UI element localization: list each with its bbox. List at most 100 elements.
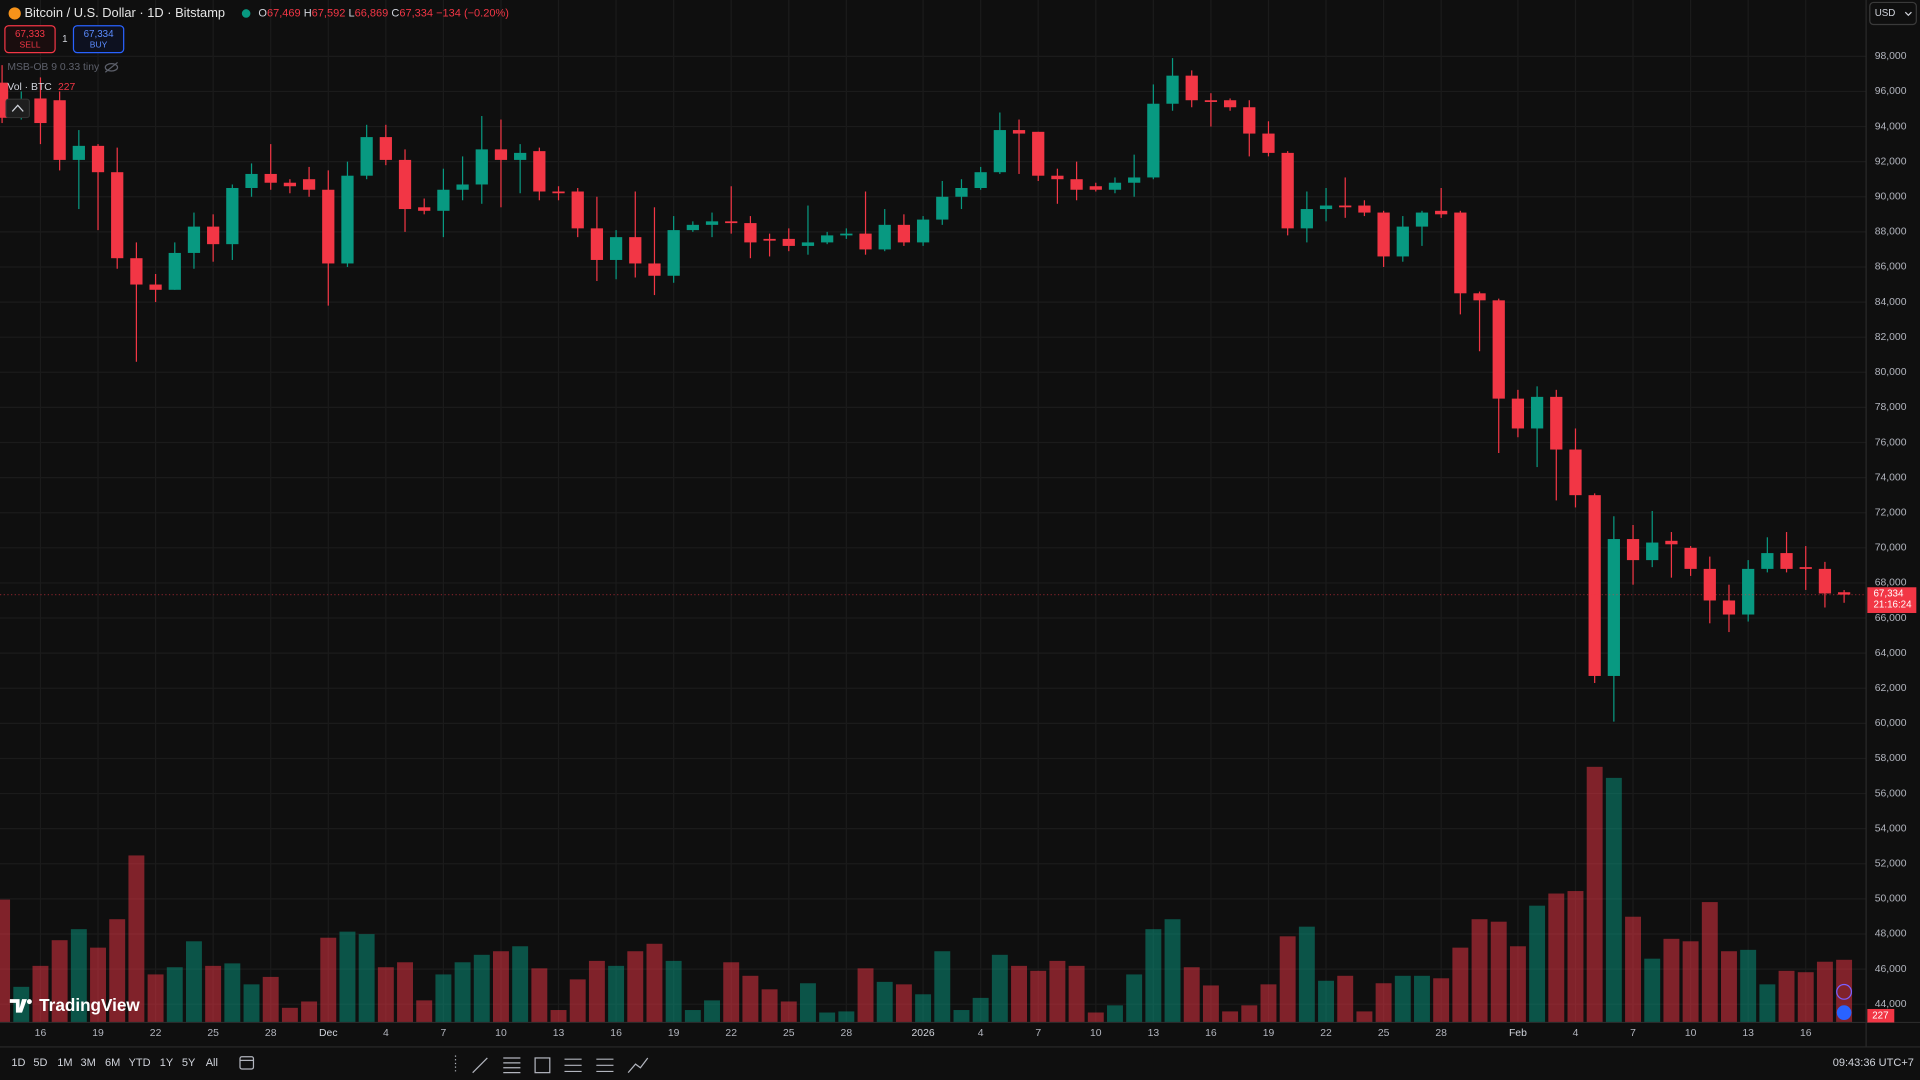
volume-bar <box>186 941 202 1023</box>
candle-body <box>1281 152 1294 229</box>
range-button[interactable]: 3M <box>81 1057 96 1069</box>
tool-fib[interactable] <box>503 1057 521 1074</box>
candle-body <box>187 226 201 253</box>
range-button[interactable]: 1D <box>11 1057 25 1069</box>
tool-brush[interactable] <box>627 1057 649 1074</box>
x-tick-label: 25 <box>207 1028 219 1039</box>
y-tick-label: 72,000 <box>1875 507 1907 518</box>
candle-body <box>1588 495 1601 676</box>
candle-body <box>1300 209 1313 229</box>
candle-body <box>1492 300 1505 399</box>
candle-body <box>1108 182 1122 190</box>
candle-body <box>840 233 853 236</box>
volume-bar <box>953 1010 970 1023</box>
candle-body <box>1377 212 1390 257</box>
candle-body <box>897 224 911 243</box>
x-tick-label: 19 <box>668 1028 680 1039</box>
y-tick-label: 64,000 <box>1875 648 1907 659</box>
volume-bar <box>243 984 260 1023</box>
volume-bar <box>819 1012 836 1023</box>
ohlc-value: 67,592 <box>312 7 346 19</box>
candle-body <box>168 252 181 290</box>
tool-lines[interactable] <box>596 1058 614 1073</box>
currency-caret <box>1904 11 1912 17</box>
y-tick-label: 88,000 <box>1875 227 1907 238</box>
volume-bar <box>1087 1012 1104 1023</box>
candle-body <box>437 189 450 211</box>
volume-badge-box <box>1867 1008 1895 1023</box>
candle-body <box>801 242 815 246</box>
volume-bar <box>1107 1005 1123 1023</box>
y-tick-label: 68,000 <box>1875 578 1907 589</box>
y-tick-label: 70,000 <box>1875 543 1907 554</box>
collapse-button[interactable] <box>5 98 30 119</box>
volume-bar <box>1183 967 1200 1023</box>
market-status[interactable] <box>241 9 251 18</box>
currency-button[interactable] <box>1869 1 1917 26</box>
side-icons[interactable] <box>1836 983 1853 1020</box>
x-tick-label: 13 <box>1742 1028 1754 1039</box>
tool-trendline[interactable] <box>472 1057 488 1074</box>
x-tick-label: 4 <box>978 1028 984 1039</box>
range-button[interactable]: 1M <box>57 1057 72 1069</box>
volume-bar <box>454 962 471 1023</box>
candle-body <box>398 159 412 210</box>
ohlc-value: 67,334 <box>399 7 433 19</box>
x-tick-label: 16 <box>35 1028 47 1039</box>
volume-bar <box>1030 970 1047 1023</box>
y-tick-label: 50,000 <box>1875 894 1907 905</box>
range-button[interactable]: 1Y <box>160 1057 174 1069</box>
candle-body <box>1761 553 1774 569</box>
candle-body <box>1051 175 1064 180</box>
volume-bar <box>1260 984 1277 1023</box>
candle-body <box>590 228 604 260</box>
x-tick-label: 10 <box>495 1028 507 1039</box>
date-range-icon[interactable] <box>239 1056 255 1070</box>
volume-bar <box>1548 893 1565 1023</box>
candle-body <box>1626 539 1640 561</box>
volume-bar <box>684 1010 701 1023</box>
candle-body <box>974 172 987 188</box>
candle-body <box>1511 398 1525 429</box>
range-button[interactable]: All <box>206 1057 218 1069</box>
sell-button[interactable] <box>4 25 56 54</box>
ohlc-legend: O67,469 H67,592 L66,869 C67,334 −134 (−0… <box>258 7 509 19</box>
range-button[interactable]: 6M <box>105 1057 120 1069</box>
volume-bar <box>70 929 87 1023</box>
candle-body <box>936 196 949 220</box>
range-button[interactable]: YTD <box>129 1057 151 1069</box>
volume-bar <box>1375 983 1392 1023</box>
tool-pitchfork[interactable] <box>564 1058 582 1073</box>
y-tick-label: 78,000 <box>1875 402 1907 413</box>
volume-bar <box>377 967 394 1023</box>
volume-bar <box>1797 972 1814 1023</box>
volume-bar <box>934 951 951 1023</box>
hide-icon[interactable] <box>104 61 119 73</box>
volume-bar <box>761 989 778 1023</box>
range-button[interactable]: 5D <box>33 1057 47 1069</box>
volume-bar <box>1337 975 1354 1023</box>
logo[interactable]: TradingView <box>9 995 141 1015</box>
volume-bar <box>1509 946 1526 1023</box>
buy-button[interactable] <box>72 25 125 54</box>
volume-bar <box>780 1001 797 1023</box>
volume-layer <box>0 766 1853 1023</box>
chart-title[interactable]: Bitcoin / U.S. Dollar · 1D · Bitstamp <box>24 5 225 20</box>
volume-bar <box>166 967 183 1023</box>
candle-body <box>418 207 431 211</box>
candle-body <box>993 130 1006 173</box>
y-tick-label: 58,000 <box>1875 753 1907 764</box>
volume-bar <box>915 994 932 1023</box>
indicator-label[interactable]: MSB-OB 9 0.33 tiny <box>7 62 100 73</box>
candle-body <box>1722 600 1736 615</box>
range-button[interactable]: 5Y <box>182 1057 196 1069</box>
volume-bar <box>1567 891 1584 1023</box>
tool-rectangle[interactable] <box>534 1057 551 1074</box>
y-tick-label: 56,000 <box>1875 788 1907 799</box>
volume-bar <box>1414 975 1430 1023</box>
spread: 1 <box>62 34 67 45</box>
volume-bar <box>90 947 106 1023</box>
volume-bar <box>1068 965 1085 1023</box>
volume-last: 227 <box>58 82 76 93</box>
